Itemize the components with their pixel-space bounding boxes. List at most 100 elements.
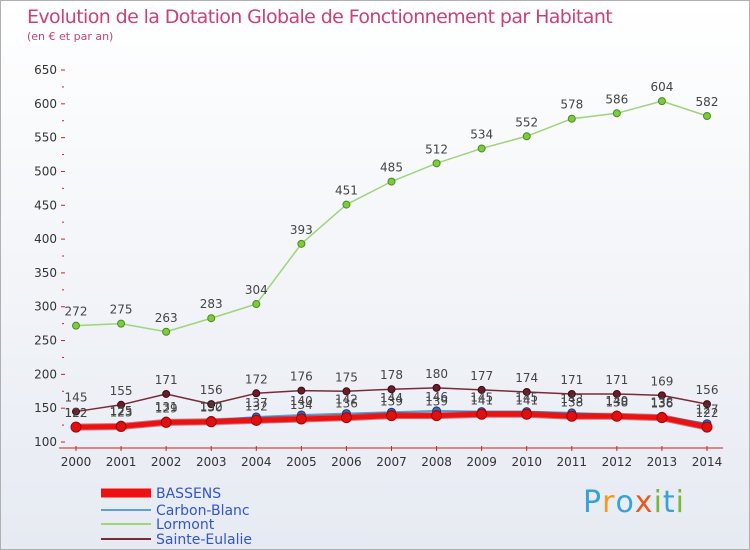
data-label: 175 — [335, 370, 358, 384]
y-tick-label: 550 — [34, 131, 57, 145]
data-point — [207, 400, 216, 409]
x-tick-label: 2009 — [466, 455, 497, 469]
data-point — [476, 408, 488, 420]
data-point — [115, 420, 127, 432]
data-label: 485 — [380, 161, 403, 175]
logo-letter: i — [653, 485, 663, 520]
x-tick-label: 2007 — [376, 455, 407, 469]
data-point — [656, 412, 668, 424]
x-tick-label: 2013 — [647, 455, 678, 469]
data-point — [117, 400, 126, 409]
data-point — [612, 389, 621, 398]
data-point — [432, 383, 441, 392]
data-label: 171 — [560, 373, 583, 387]
data-label: 586 — [605, 92, 628, 106]
data-label: 174 — [515, 371, 538, 385]
y-tick-label: 200 — [34, 367, 57, 381]
data-point — [477, 385, 486, 394]
data-point — [657, 97, 666, 106]
data-point — [252, 300, 261, 309]
logo-letter: t — [662, 485, 676, 520]
data-point — [521, 408, 533, 420]
data-point — [342, 200, 351, 209]
data-point — [387, 385, 396, 394]
data-point — [701, 421, 713, 433]
data-label: 132 — [245, 399, 268, 413]
data-label: 144 — [380, 391, 403, 405]
data-label: 155 — [110, 384, 133, 398]
data-label: 180 — [425, 367, 448, 381]
data-label: 176 — [290, 370, 313, 384]
data-label: 127 — [696, 403, 719, 417]
data-label: 552 — [515, 115, 538, 129]
y-tick-label: 300 — [34, 300, 57, 314]
data-label: 177 — [470, 369, 493, 383]
data-label: 125 — [110, 404, 133, 418]
data-point — [340, 412, 352, 424]
x-tick-label: 2014 — [692, 455, 723, 469]
data-label: 171 — [605, 373, 628, 387]
data-label: 130 — [200, 401, 223, 415]
x-tick-label: 2012 — [602, 455, 633, 469]
data-label: 604 — [650, 80, 673, 94]
data-point — [72, 321, 80, 330]
y-tick-label: 350 — [34, 266, 57, 280]
data-point — [117, 319, 126, 328]
y-tick-label: 150 — [34, 401, 57, 415]
data-point — [611, 410, 623, 422]
logo-letter: i — [675, 485, 686, 520]
data-label: 136 — [650, 397, 673, 411]
data-label: 141 — [515, 393, 538, 407]
data-label: 139 — [380, 395, 403, 409]
data-label: 169 — [650, 374, 673, 388]
data-point — [70, 421, 82, 433]
x-tick-label: 2002 — [151, 455, 182, 469]
data-label: 272 — [65, 305, 88, 319]
y-tick-label: 650 — [34, 63, 57, 77]
legend-label: Lormont — [156, 517, 215, 533]
data-point — [477, 144, 486, 153]
data-label: 171 — [155, 373, 178, 387]
y-tick-label: 400 — [34, 232, 57, 246]
data-label: 138 — [560, 395, 583, 409]
data-label: 578 — [560, 98, 583, 112]
data-point — [566, 410, 578, 422]
y-tick-label: 100 — [34, 435, 57, 449]
proxiti-logo: Proxiti — [583, 485, 685, 520]
data-label: 122 — [696, 406, 719, 420]
x-tick-label: 2006 — [331, 455, 362, 469]
data-point — [205, 416, 217, 428]
data-label: 263 — [155, 311, 178, 325]
x-tick-label: 2001 — [106, 455, 137, 469]
data-point — [703, 400, 711, 409]
data-label: 142 — [335, 393, 358, 407]
data-point — [567, 114, 576, 123]
data-point — [162, 327, 171, 336]
data-label: 138 — [605, 395, 628, 409]
data-point — [612, 109, 621, 118]
data-label: 138 — [650, 395, 673, 409]
data-label: 275 — [110, 303, 133, 317]
data-label: 512 — [425, 142, 448, 156]
x-tick-label: 2003 — [196, 455, 227, 469]
data-point — [657, 391, 666, 400]
data-point — [207, 314, 216, 323]
x-tick-label: 2008 — [421, 455, 452, 469]
data-label: 304 — [245, 283, 268, 297]
data-point — [295, 413, 307, 425]
data-point — [432, 159, 441, 168]
data-label: 131 — [155, 400, 178, 414]
data-label: 582 — [696, 95, 719, 109]
data-point — [297, 386, 306, 395]
data-label: 123 — [110, 405, 133, 419]
data-label: 145 — [515, 391, 538, 405]
data-point — [250, 414, 262, 426]
data-label: 134 — [290, 398, 313, 412]
x-tick-label: 2000 — [61, 455, 92, 469]
data-point — [387, 177, 396, 186]
data-label: 141 — [470, 393, 493, 407]
data-point — [522, 387, 531, 396]
data-point — [342, 387, 351, 396]
chart-subtitle: (en € et par an) — [27, 30, 114, 43]
